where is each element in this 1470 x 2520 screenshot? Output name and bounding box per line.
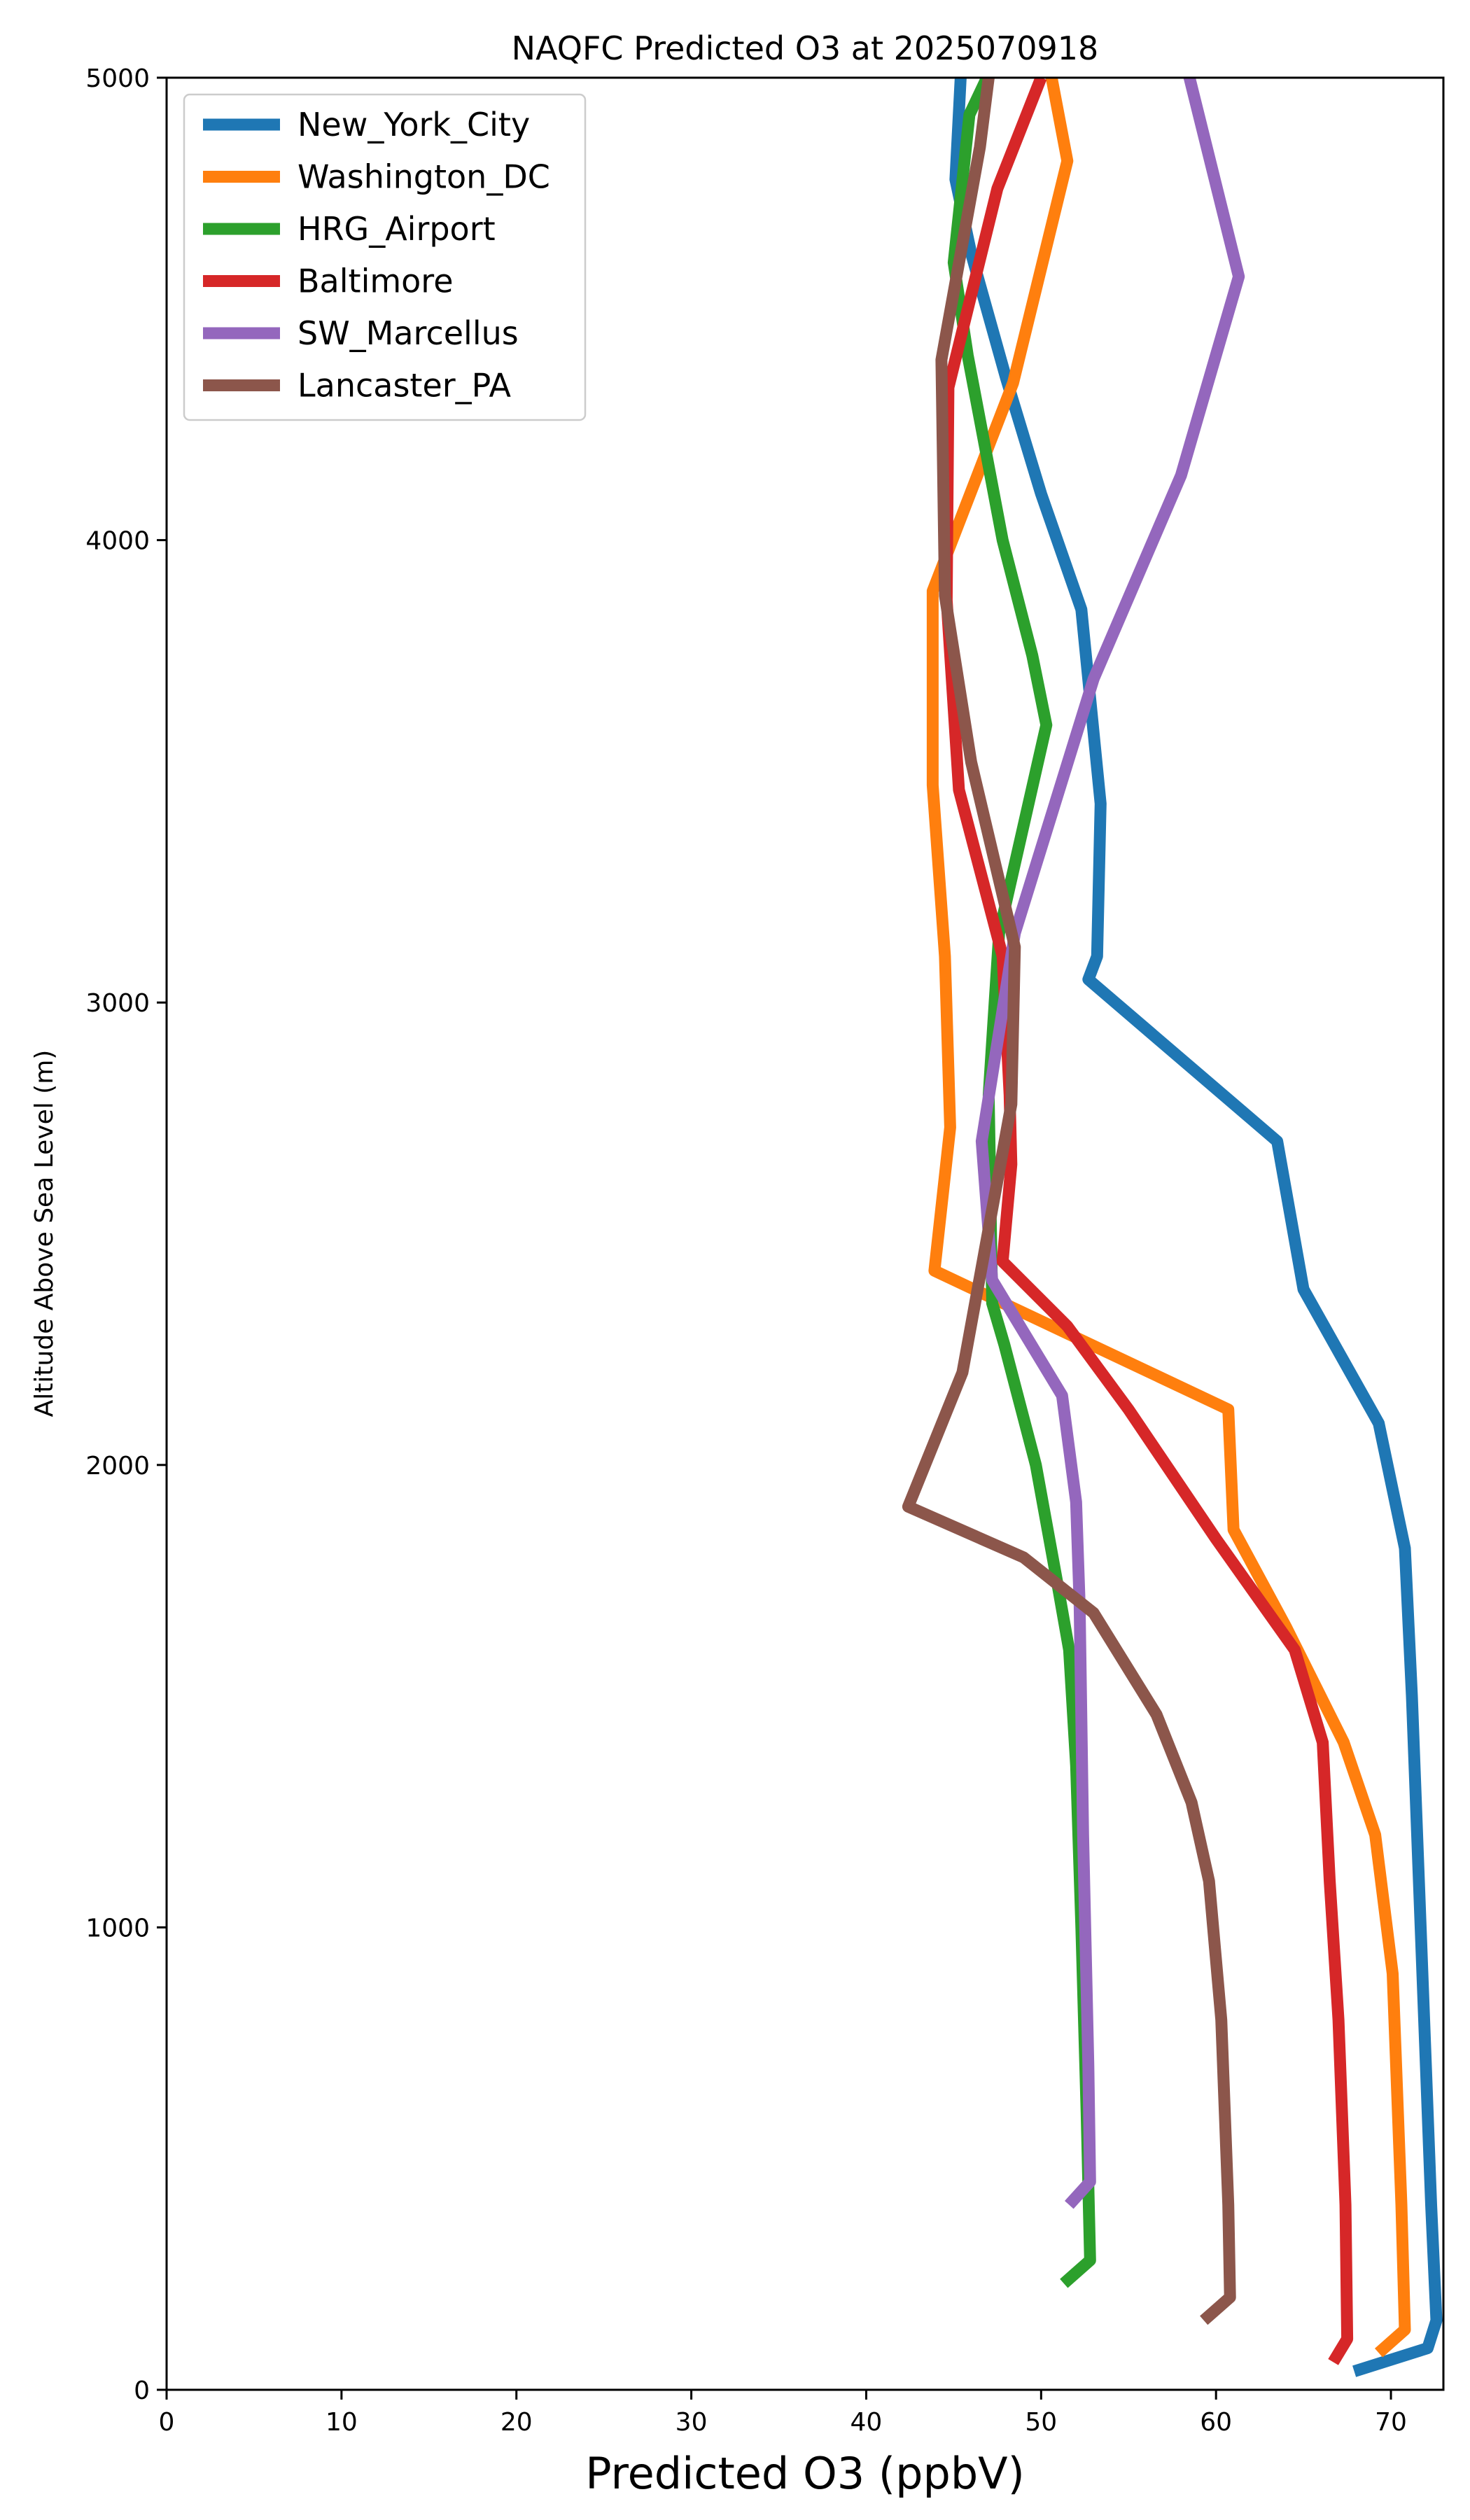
x-tick-label: 30 xyxy=(676,2408,708,2437)
legend: New_York_City Washington_DC HRG_Airport Bal… xyxy=(183,93,587,421)
chart-title: NAQFC Predicted O3 at 2025070918 xyxy=(512,29,1099,67)
series-line-sw-marcellus xyxy=(975,78,1245,2209)
x-tick-label: 70 xyxy=(1375,2408,1407,2437)
legend-label-new-york-city: New_York_City xyxy=(298,106,530,144)
y-tick-label: 4000 xyxy=(85,527,150,556)
y-tick-label: 3000 xyxy=(85,989,150,1018)
legend-label-hrg-airport: HRG_Airport xyxy=(298,210,496,248)
y-tick-label: 5000 xyxy=(85,64,150,93)
x-axis: 0 10 20 30 40 50 60 70 xyxy=(159,2390,1407,2437)
legend-label-lancaster-pa: Lancaster_PA xyxy=(298,367,511,405)
y-axis-label: Altitude Above Sea Level (m) xyxy=(30,1050,59,1418)
y-axis: 0 1000 2000 3000 4000 5000 xyxy=(85,64,167,2405)
x-tick-label: 40 xyxy=(850,2408,883,2437)
series-line-lancaster-pa xyxy=(902,78,1236,2325)
x-tick-label: 50 xyxy=(1025,2408,1057,2437)
x-axis-label: Predicted O3 (ppbV) xyxy=(585,2448,1025,2499)
x-tick-label: 10 xyxy=(326,2408,358,2437)
series-layer xyxy=(902,78,1443,2377)
legend-label-washington-dc: Washington_DC xyxy=(298,158,550,196)
x-tick-label: 0 xyxy=(159,2408,175,2437)
series-line-washington-dc xyxy=(926,78,1411,2358)
legend-label-baltimore: Baltimore xyxy=(298,262,454,300)
plot-frame xyxy=(165,76,1445,2391)
legend-box xyxy=(183,93,587,421)
legend-label-sw-marcellus: SW_Marcellus xyxy=(298,314,519,352)
x-tick-label: 20 xyxy=(500,2408,533,2437)
y-tick-label: 0 xyxy=(134,2376,150,2405)
y-tick-label: 2000 xyxy=(85,1452,150,1480)
y-tick-label: 1000 xyxy=(85,1914,150,1942)
x-tick-label: 60 xyxy=(1200,2408,1232,2437)
